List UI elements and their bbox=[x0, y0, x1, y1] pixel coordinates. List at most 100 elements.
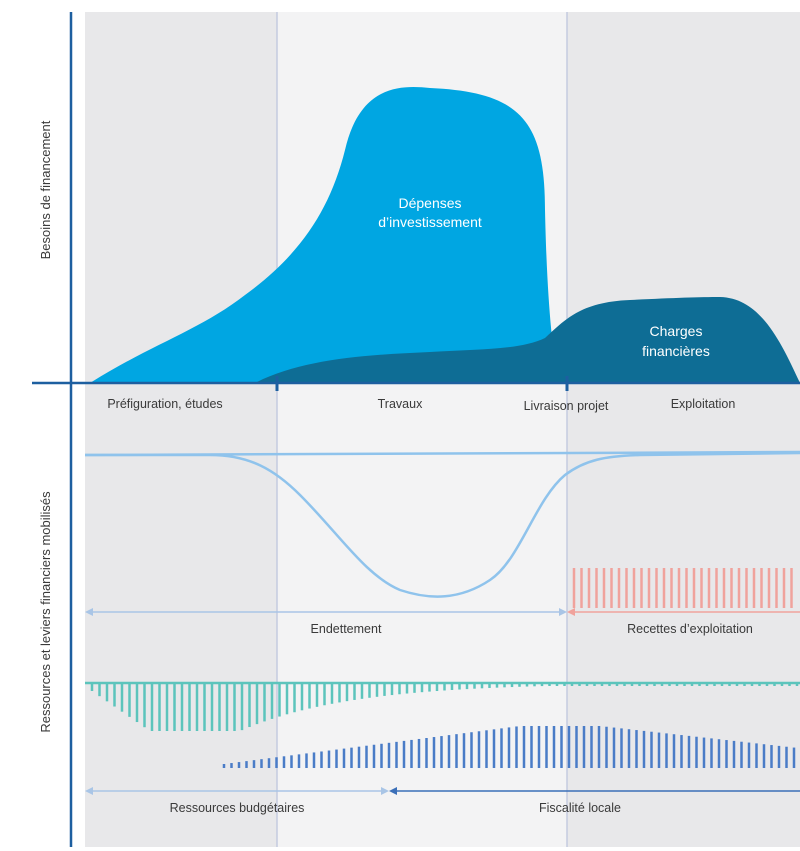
recettes-bar bbox=[745, 568, 748, 608]
phase-label-livraison: Livraison projet bbox=[524, 399, 609, 413]
ressources-bar bbox=[578, 683, 581, 686]
ressources-bar bbox=[98, 683, 101, 697]
recettes-bar bbox=[602, 568, 606, 608]
ressources-bar bbox=[480, 683, 484, 689]
ressources-bar bbox=[360, 683, 364, 699]
fiscalite-bar bbox=[732, 740, 736, 768]
endettement-curve bbox=[85, 451, 800, 598]
phase-label-travaux: Travaux bbox=[378, 397, 423, 411]
ressources-bar bbox=[188, 683, 191, 731]
fiscalite-bar bbox=[545, 726, 548, 768]
fiscalite-bar bbox=[785, 746, 788, 768]
recettes-bar bbox=[595, 568, 598, 608]
ressources-bar bbox=[465, 683, 469, 690]
ressources-bar bbox=[158, 683, 161, 731]
ressources-bar bbox=[128, 683, 131, 717]
recettes-bar bbox=[625, 568, 628, 608]
recettes-bar bbox=[617, 568, 621, 608]
band-exploitation bbox=[567, 12, 800, 847]
fiscalite-bar bbox=[507, 727, 511, 768]
ressources-arrow-right bbox=[381, 787, 389, 795]
ressources-bar bbox=[668, 683, 671, 686]
recettes-bar bbox=[587, 568, 591, 608]
ressources-bar bbox=[435, 683, 439, 692]
ressources-bar bbox=[420, 683, 424, 693]
ressources-bar bbox=[525, 683, 529, 687]
fiscalite-bar bbox=[275, 757, 278, 768]
fiscalite-bar bbox=[477, 731, 481, 768]
ressources-bar bbox=[330, 683, 334, 704]
ressources-arrow-left bbox=[85, 787, 93, 795]
ressources-bar bbox=[675, 683, 679, 686]
recettes-bar bbox=[737, 568, 741, 608]
ressources-bar bbox=[173, 683, 176, 731]
fiscalite-bar bbox=[462, 733, 466, 768]
ressources-bar bbox=[608, 683, 611, 686]
recettes-bar bbox=[677, 568, 681, 608]
ressources-bar bbox=[195, 683, 199, 731]
ressources-bar bbox=[660, 683, 664, 686]
fiscalite-bar bbox=[297, 754, 301, 768]
fiscalite-bar bbox=[395, 741, 398, 768]
ressources-bar bbox=[750, 683, 754, 686]
ressources-bar bbox=[368, 683, 371, 698]
recettes-bar bbox=[670, 568, 673, 608]
recettes-bar bbox=[707, 568, 711, 608]
fiscalite-bar bbox=[515, 726, 518, 768]
fiscalite-bar bbox=[635, 730, 638, 768]
fiscalite-bar bbox=[432, 737, 436, 768]
fiscalite-bar bbox=[230, 763, 233, 768]
ressources-bar bbox=[503, 683, 506, 688]
recettes-bar bbox=[760, 568, 763, 608]
recettes-bar bbox=[580, 568, 583, 608]
fiscalite-bar bbox=[492, 729, 496, 768]
ressources-bar bbox=[428, 683, 431, 692]
fiscalite-bar bbox=[605, 726, 608, 768]
ressources-bar bbox=[353, 683, 356, 700]
ressources-bar bbox=[653, 683, 656, 686]
fiscalite-bar bbox=[627, 729, 631, 768]
ressources-bar bbox=[540, 683, 544, 687]
recettes-bar bbox=[572, 568, 576, 608]
recettes-bar bbox=[610, 568, 613, 608]
ressources-label: Ressources budgétaires bbox=[170, 801, 305, 815]
fiscalite-bar bbox=[470, 732, 473, 768]
phase-label-exploitation: Exploitation bbox=[671, 397, 736, 411]
ressources-bar bbox=[600, 683, 604, 686]
ressources-bar bbox=[795, 683, 799, 686]
ressources-bar bbox=[105, 683, 109, 702]
fiscalite-bar bbox=[500, 728, 503, 768]
fiscalite-bar bbox=[290, 755, 293, 768]
recettes-bar bbox=[715, 568, 718, 608]
ressources-bar bbox=[720, 683, 724, 686]
ressources-bar bbox=[743, 683, 746, 686]
recettes-bars bbox=[572, 568, 793, 608]
axis-label-ressources: Ressources et leviers financiers mobilis… bbox=[38, 491, 53, 733]
ressources-bar bbox=[315, 683, 319, 707]
fiscalite-bar bbox=[327, 750, 331, 768]
recettes-bar bbox=[767, 568, 771, 608]
ressources-bar bbox=[645, 683, 649, 686]
fiscalite-arrow-left bbox=[389, 787, 397, 795]
ressources-bar bbox=[585, 683, 589, 686]
ressources-bar bbox=[570, 683, 574, 686]
recettes-bar bbox=[722, 568, 726, 608]
fiscalite-bar bbox=[710, 738, 713, 768]
ressources-bar bbox=[728, 683, 731, 686]
ressources-bar bbox=[270, 683, 274, 719]
fiscalite-bar bbox=[695, 736, 698, 768]
ressources-bar bbox=[510, 683, 514, 688]
ressources-bar bbox=[713, 683, 716, 686]
fiscalite-bar bbox=[582, 726, 586, 768]
fiscalite-bar bbox=[245, 761, 248, 768]
fiscalite-bar bbox=[717, 739, 721, 768]
ressources-bar bbox=[143, 683, 146, 728]
fiscalite-bar bbox=[725, 740, 728, 768]
fiscalite-bar bbox=[680, 735, 683, 768]
fiscalite-bar bbox=[755, 743, 758, 768]
recettes-bar bbox=[640, 568, 643, 608]
ressources-bar bbox=[765, 683, 769, 686]
fiscalite-bar bbox=[650, 731, 653, 768]
fiscalite-bar bbox=[350, 747, 353, 768]
